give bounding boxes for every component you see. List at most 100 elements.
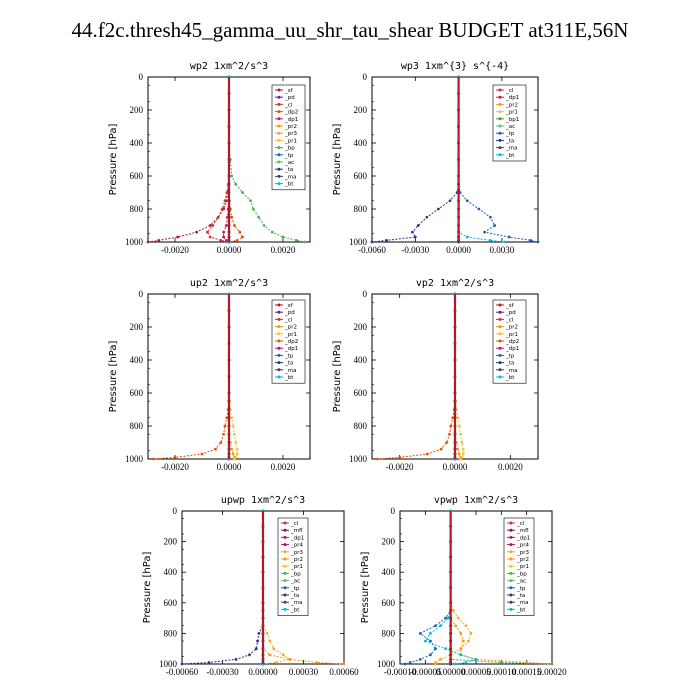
legend-label: _dp1	[516, 535, 530, 541]
x-tick-label: 0.0020	[271, 245, 296, 255]
data-point-bt	[464, 661, 468, 664]
data-point-dp2	[445, 441, 449, 444]
panel-2: wp3 1xm^{3} s^{-4}02004006008001000-0.00…	[332, 61, 540, 255]
panel-3: up2 1xm^2/s^3 0 200 400 600 800 1000 -0.0020 0.0…	[108, 278, 311, 472]
legend-label: _pr3	[516, 550, 530, 556]
series-line-tp	[404, 511, 452, 665]
legend-marker-ma	[498, 368, 502, 372]
data-point-tp	[444, 616, 447, 620]
y-tick-label: 800	[354, 421, 368, 431]
legend: _cl_mfl_dp1_pr4_pr3_pr2_pr1_bp_ac_tp_ta_…	[277, 517, 309, 616]
legend-label: _pr1	[516, 564, 529, 570]
data-point-ta	[370, 240, 374, 244]
x-tick-label: 0.00060	[329, 667, 359, 677]
data-point-tp	[477, 207, 481, 211]
y-tick-label: 400	[130, 355, 144, 365]
legend-marker-bp1	[498, 117, 502, 121]
legend-label: _dp1	[284, 346, 298, 352]
data-point-pr2	[459, 632, 463, 635]
series-group	[152, 292, 239, 461]
legend-label: _tp	[290, 586, 300, 592]
legend-label: _ta	[290, 593, 299, 599]
data-point-ta	[437, 207, 440, 211]
y-tick-label: 400	[354, 138, 368, 148]
y-tick-label: 600	[354, 171, 368, 181]
y-tick-label: 0	[139, 72, 144, 82]
legend-label: _tp	[505, 353, 515, 359]
y-axis-label: Pressure [hPa]	[332, 341, 343, 413]
y-tick-label: 800	[382, 628, 396, 638]
x-tick-label: 0.0000	[217, 462, 242, 472]
legend-marker-cl	[498, 88, 502, 92]
data-point-dp1	[222, 235, 226, 239]
data-point-bt	[429, 632, 432, 635]
y-tick-label: 600	[354, 388, 368, 398]
data-point-ta	[234, 658, 238, 661]
x-tick-label: 0.00030	[289, 667, 319, 677]
legend-label: _ac	[284, 160, 294, 166]
x-tick-label: -0.00030	[206, 667, 239, 677]
legend-marker-pr2	[277, 124, 281, 128]
data-point-ta	[385, 238, 388, 242]
legend-label: _pr2	[284, 124, 297, 130]
legend-marker-pr1	[277, 138, 281, 142]
legend-marker-tp	[498, 353, 502, 357]
data-point-ta	[257, 632, 261, 635]
panel-title: up2 1xm^2/s^3	[190, 278, 268, 289]
legend-marker-pr3	[283, 550, 287, 554]
legend-box	[277, 517, 309, 616]
data-point-dp2	[214, 447, 217, 451]
legend-label: _pr4	[516, 543, 530, 549]
legend-marker-tp	[283, 586, 287, 590]
legend-label: _pr1	[290, 564, 303, 570]
data-point-dp2	[152, 457, 155, 461]
y-tick-label: 1000	[125, 454, 144, 464]
panel-title: upwp 1xm^2/s^3	[221, 495, 305, 506]
data-point-dp2	[223, 424, 227, 428]
legend-label: _cl	[505, 88, 514, 94]
series-line-dp2	[377, 294, 456, 460]
data-point-ta	[207, 661, 211, 664]
data-point-pr1	[233, 432, 236, 436]
series-line-ta	[181, 511, 264, 665]
series-line-bp	[450, 511, 553, 665]
legend-marker-bt	[509, 607, 513, 611]
data-point-pr2	[231, 452, 235, 456]
data-point-cl	[219, 238, 223, 242]
legend-label: _ta	[284, 167, 293, 173]
data-point-dp2	[448, 432, 451, 436]
panel-1: wp2 1xm^2/s^3 0 200 400 600 800 1000 -0.0020 0.0…	[108, 61, 311, 255]
data-point-pr1	[456, 416, 460, 420]
legend-label: _ma	[290, 600, 302, 606]
data-point-tp	[493, 224, 497, 227]
data-point-dp2	[173, 455, 177, 459]
data-point-pr3	[434, 662, 437, 666]
data-point-ta	[248, 653, 251, 657]
y-tick-label: 1000	[159, 659, 178, 669]
data-point-pr1	[233, 457, 236, 461]
data-point-pr3	[272, 647, 276, 651]
data-point-bt	[503, 240, 507, 244]
legend-marker-bp	[509, 571, 513, 575]
legend-marker-cl	[509, 521, 513, 525]
y-tick-label: 600	[382, 598, 396, 608]
data-point-dp2	[451, 416, 455, 420]
legend-label: _ma	[284, 174, 296, 180]
legend-label: _bp1	[505, 117, 519, 123]
x-tick-label: -0.00005	[409, 667, 442, 677]
data-point-pr2	[454, 624, 458, 628]
y-tick-label: 600	[164, 598, 178, 608]
data-point-pr3	[456, 616, 460, 620]
legend-label: _sf	[284, 88, 294, 94]
y-tick-label: 200	[382, 537, 396, 547]
legend-label: _pr2	[516, 557, 529, 563]
data-point-pr1	[231, 424, 235, 428]
x-tick-label: -0.0020	[161, 462, 189, 472]
x-tick-label: -0.0060	[358, 245, 386, 255]
data-point-dp2	[398, 455, 402, 459]
data-point-pr1	[461, 447, 465, 451]
x-tick-label: 0.0020	[498, 462, 523, 472]
legend-label: _pr3	[290, 550, 304, 556]
data-point-dp2	[233, 224, 236, 227]
data-point-dp2	[235, 238, 239, 242]
